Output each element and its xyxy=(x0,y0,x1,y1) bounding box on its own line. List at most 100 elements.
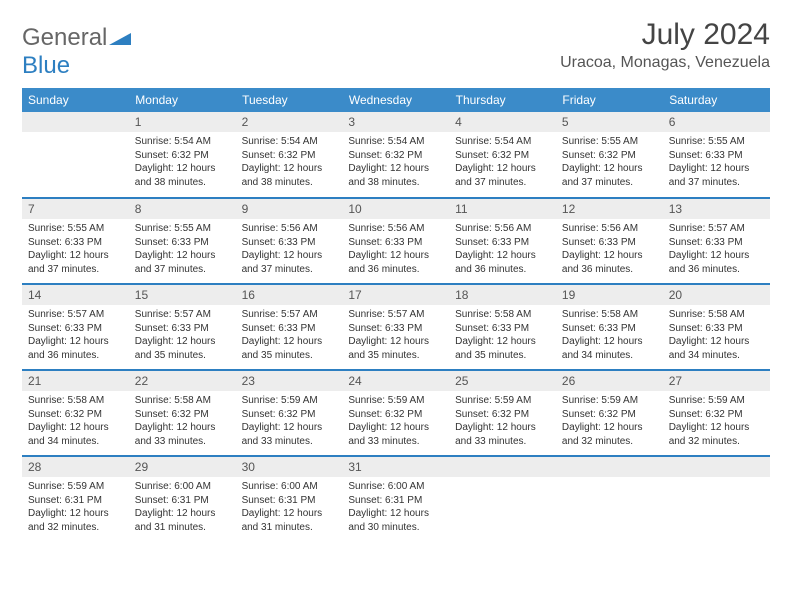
day-number: 31 xyxy=(342,457,449,477)
sunrise-line: Sunrise: 5:58 AM xyxy=(455,308,550,322)
day-number: 26 xyxy=(556,371,663,391)
title-block: July 2024 Uracoa, Monagas, Venezuela xyxy=(560,18,770,72)
daylight-line: Daylight: 12 hours and 36 minutes. xyxy=(348,249,443,276)
calendar-day-cell: 9Sunrise: 5:56 AMSunset: 6:33 PMDaylight… xyxy=(236,198,343,284)
weekday-header: Tuesday xyxy=(236,88,343,112)
day-body: Sunrise: 5:59 AMSunset: 6:32 PMDaylight:… xyxy=(342,391,449,454)
day-body: Sunrise: 5:58 AMSunset: 6:33 PMDaylight:… xyxy=(556,305,663,368)
day-body: Sunrise: 5:54 AMSunset: 6:32 PMDaylight:… xyxy=(129,132,236,195)
sunrise-line: Sunrise: 6:00 AM xyxy=(348,480,443,494)
day-body: Sunrise: 5:59 AMSunset: 6:32 PMDaylight:… xyxy=(449,391,556,454)
calendar-day-cell: 11Sunrise: 5:56 AMSunset: 6:33 PMDayligh… xyxy=(449,198,556,284)
calendar-row: 28Sunrise: 5:59 AMSunset: 6:31 PMDayligh… xyxy=(22,456,770,542)
calendar-day-cell: 15Sunrise: 5:57 AMSunset: 6:33 PMDayligh… xyxy=(129,284,236,370)
day-body: Sunrise: 5:56 AMSunset: 6:33 PMDaylight:… xyxy=(449,219,556,282)
sunset-line: Sunset: 6:31 PM xyxy=(135,494,230,508)
calendar-day-cell: 5Sunrise: 5:55 AMSunset: 6:32 PMDaylight… xyxy=(556,112,663,198)
daylight-line: Daylight: 12 hours and 33 minutes. xyxy=(242,421,337,448)
day-number: 5 xyxy=(556,112,663,132)
calendar-day-cell: 26Sunrise: 5:59 AMSunset: 6:32 PMDayligh… xyxy=(556,370,663,456)
day-number: 27 xyxy=(663,371,770,391)
day-number: 11 xyxy=(449,199,556,219)
day-body: Sunrise: 5:57 AMSunset: 6:33 PMDaylight:… xyxy=(663,219,770,282)
weekday-header: Sunday xyxy=(22,88,129,112)
day-body xyxy=(449,477,556,486)
day-number: 19 xyxy=(556,285,663,305)
sunset-line: Sunset: 6:32 PM xyxy=(135,408,230,422)
daylight-line: Daylight: 12 hours and 32 minutes. xyxy=(562,421,657,448)
day-number: 30 xyxy=(236,457,343,477)
day-number: 2 xyxy=(236,112,343,132)
daylight-line: Daylight: 12 hours and 34 minutes. xyxy=(669,335,764,362)
calendar-row: 21Sunrise: 5:58 AMSunset: 6:32 PMDayligh… xyxy=(22,370,770,456)
day-body xyxy=(663,477,770,486)
calendar-day-cell: 27Sunrise: 5:59 AMSunset: 6:32 PMDayligh… xyxy=(663,370,770,456)
calendar-day-cell: 18Sunrise: 5:58 AMSunset: 6:33 PMDayligh… xyxy=(449,284,556,370)
sunset-line: Sunset: 6:33 PM xyxy=(669,149,764,163)
sunrise-line: Sunrise: 5:55 AM xyxy=(669,135,764,149)
day-body: Sunrise: 5:54 AMSunset: 6:32 PMDaylight:… xyxy=(449,132,556,195)
sunrise-line: Sunrise: 5:57 AM xyxy=(348,308,443,322)
sunset-line: Sunset: 6:33 PM xyxy=(242,236,337,250)
calendar-day-cell: 10Sunrise: 5:56 AMSunset: 6:33 PMDayligh… xyxy=(342,198,449,284)
day-body: Sunrise: 5:55 AMSunset: 6:32 PMDaylight:… xyxy=(556,132,663,195)
calendar-day-cell: 25Sunrise: 5:59 AMSunset: 6:32 PMDayligh… xyxy=(449,370,556,456)
daylight-line: Daylight: 12 hours and 37 minutes. xyxy=(455,162,550,189)
calendar-day-cell: 14Sunrise: 5:57 AMSunset: 6:33 PMDayligh… xyxy=(22,284,129,370)
day-body xyxy=(22,132,129,141)
day-number: 24 xyxy=(342,371,449,391)
calendar-table: SundayMondayTuesdayWednesdayThursdayFrid… xyxy=(22,88,770,542)
day-body xyxy=(556,477,663,486)
calendar-row: 1Sunrise: 5:54 AMSunset: 6:32 PMDaylight… xyxy=(22,112,770,198)
day-number: 4 xyxy=(449,112,556,132)
day-body: Sunrise: 5:56 AMSunset: 6:33 PMDaylight:… xyxy=(556,219,663,282)
sunset-line: Sunset: 6:33 PM xyxy=(669,322,764,336)
day-number: 16 xyxy=(236,285,343,305)
logo-triangle-icon xyxy=(109,24,131,52)
weekday-header: Thursday xyxy=(449,88,556,112)
sunrise-line: Sunrise: 5:56 AM xyxy=(562,222,657,236)
daylight-line: Daylight: 12 hours and 30 minutes. xyxy=(348,507,443,534)
day-body: Sunrise: 5:55 AMSunset: 6:33 PMDaylight:… xyxy=(663,132,770,195)
day-number: 12 xyxy=(556,199,663,219)
day-number: 20 xyxy=(663,285,770,305)
calendar-header-row: SundayMondayTuesdayWednesdayThursdayFrid… xyxy=(22,88,770,112)
daylight-line: Daylight: 12 hours and 32 minutes. xyxy=(669,421,764,448)
day-number: 23 xyxy=(236,371,343,391)
day-number: 3 xyxy=(342,112,449,132)
day-number: 7 xyxy=(22,199,129,219)
calendar-day-cell: 20Sunrise: 5:58 AMSunset: 6:33 PMDayligh… xyxy=(663,284,770,370)
sunset-line: Sunset: 6:32 PM xyxy=(242,408,337,422)
day-number xyxy=(663,457,770,477)
sunrise-line: Sunrise: 5:54 AM xyxy=(455,135,550,149)
sunset-line: Sunset: 6:33 PM xyxy=(135,322,230,336)
day-number: 13 xyxy=(663,199,770,219)
calendar-day-cell: 8Sunrise: 5:55 AMSunset: 6:33 PMDaylight… xyxy=(129,198,236,284)
day-body: Sunrise: 5:54 AMSunset: 6:32 PMDaylight:… xyxy=(342,132,449,195)
daylight-line: Daylight: 12 hours and 33 minutes. xyxy=(348,421,443,448)
day-body: Sunrise: 6:00 AMSunset: 6:31 PMDaylight:… xyxy=(342,477,449,540)
calendar-day-cell: 31Sunrise: 6:00 AMSunset: 6:31 PMDayligh… xyxy=(342,456,449,542)
sunrise-line: Sunrise: 5:57 AM xyxy=(242,308,337,322)
sunset-line: Sunset: 6:32 PM xyxy=(562,408,657,422)
day-body: Sunrise: 6:00 AMSunset: 6:31 PMDaylight:… xyxy=(236,477,343,540)
header: GeneralBlue July 2024 Uracoa, Monagas, V… xyxy=(22,18,770,80)
day-number: 17 xyxy=(342,285,449,305)
sunrise-line: Sunrise: 5:56 AM xyxy=(348,222,443,236)
sunset-line: Sunset: 6:31 PM xyxy=(28,494,123,508)
sunrise-line: Sunrise: 5:59 AM xyxy=(455,394,550,408)
day-number: 6 xyxy=(663,112,770,132)
daylight-line: Daylight: 12 hours and 38 minutes. xyxy=(348,162,443,189)
day-number: 8 xyxy=(129,199,236,219)
day-number: 21 xyxy=(22,371,129,391)
sunrise-line: Sunrise: 6:00 AM xyxy=(242,480,337,494)
calendar-empty-cell xyxy=(449,456,556,542)
sunrise-line: Sunrise: 5:55 AM xyxy=(28,222,123,236)
sunset-line: Sunset: 6:33 PM xyxy=(348,322,443,336)
sunset-line: Sunset: 6:33 PM xyxy=(455,322,550,336)
day-body: Sunrise: 5:59 AMSunset: 6:32 PMDaylight:… xyxy=(663,391,770,454)
sunrise-line: Sunrise: 5:57 AM xyxy=(135,308,230,322)
sunrise-line: Sunrise: 5:55 AM xyxy=(135,222,230,236)
day-body: Sunrise: 5:57 AMSunset: 6:33 PMDaylight:… xyxy=(342,305,449,368)
calendar-day-cell: 22Sunrise: 5:58 AMSunset: 6:32 PMDayligh… xyxy=(129,370,236,456)
